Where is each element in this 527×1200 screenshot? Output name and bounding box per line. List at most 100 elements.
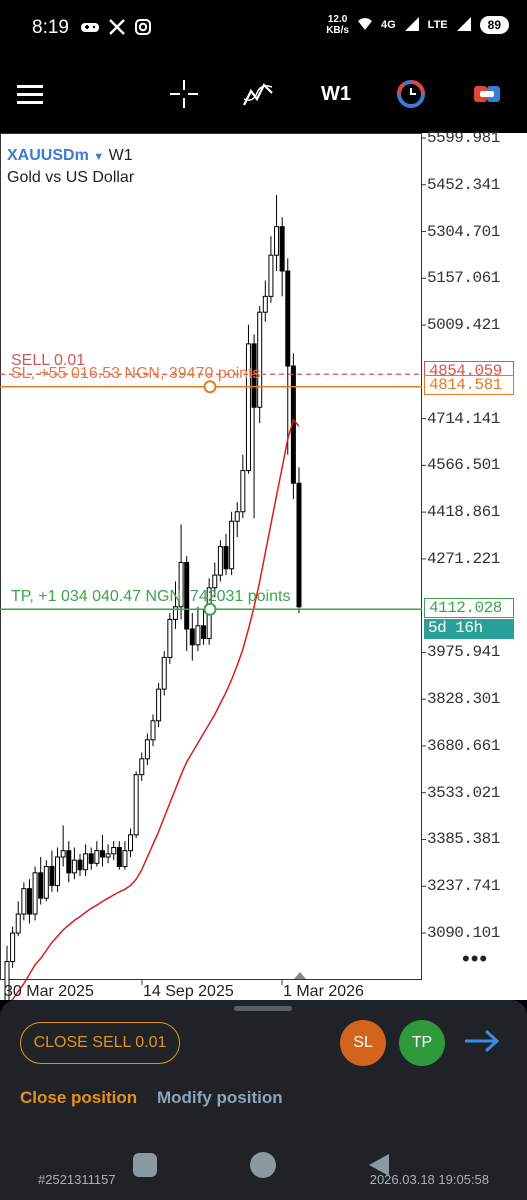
- price-level-label: 4714.141: [427, 409, 500, 428]
- indicators-button[interactable]: [240, 76, 276, 112]
- status-bar: 8:19 12.0 KB/s 4G LTE 89: [0, 0, 527, 58]
- price-level-label: 3533.021: [427, 783, 500, 802]
- candle-bearish: [201, 625, 207, 639]
- symbol-name[interactable]: XAUUSDm: [7, 147, 89, 164]
- candle-bullish: [172, 606, 178, 620]
- candle-bearish: [296, 482, 302, 608]
- price-level-label: 4566.501: [427, 456, 500, 475]
- candle-bullish: [43, 866, 49, 899]
- arrow-right-icon[interactable]: [462, 1026, 502, 1056]
- clock-icon: [397, 80, 425, 108]
- candle-bullish: [55, 856, 61, 887]
- tp-drag-handle: [203, 602, 217, 616]
- candle-bullish: [144, 739, 150, 760]
- gamepad-icon: [80, 18, 100, 41]
- status-right: 12.0 KB/s 4G LTE 89: [326, 14, 509, 36]
- clock-button[interactable]: [393, 76, 429, 112]
- menu-button[interactable]: [12, 76, 48, 112]
- battery-indicator: 89: [479, 16, 509, 34]
- sl-line-label[interactable]: SL, +55 016.53 NGN, 39470 points: [11, 365, 261, 382]
- candle-bullish: [32, 872, 38, 915]
- trade-button[interactable]: [469, 76, 505, 112]
- tab-modify-position[interactable]: Modify position: [157, 1088, 283, 1107]
- more-options-button[interactable]: •••: [462, 946, 489, 971]
- candle-bullish: [133, 774, 139, 836]
- position-timestamp: 2026.03.18 19:05:58: [369, 1172, 489, 1187]
- price-level-label: 5304.701: [427, 222, 500, 241]
- candle-bearish: [184, 561, 190, 630]
- sl-price-tag: 4814.581: [424, 375, 514, 395]
- clock-time: 8:19: [32, 17, 69, 38]
- network-speed: 12.0 KB/s: [326, 14, 349, 36]
- date-label-2: 14 Sep 2025: [143, 983, 234, 1000]
- position-panel: CLOSE SELL 0.01 SL TP Close position Mod…: [0, 1000, 527, 1200]
- tp-button[interactable]: TP: [399, 1020, 445, 1066]
- network-type: 4G: [380, 19, 396, 31]
- current-bar-marker: [294, 972, 306, 979]
- candle-bullish: [139, 758, 145, 776]
- wifi-icon: [357, 16, 373, 35]
- candle-bullish: [15, 913, 21, 934]
- drag-handle[interactable]: [234, 1006, 292, 1011]
- price-level-label: 4418.861: [427, 503, 500, 522]
- candle-bearish: [223, 546, 229, 570]
- candle-bullish: [10, 932, 16, 963]
- candle-bullish: [229, 520, 235, 570]
- position-ticket: #2521311157: [38, 1172, 116, 1187]
- symbol-description: Gold vs US Dollar: [7, 169, 135, 186]
- candle-bullish: [71, 859, 77, 874]
- tab-close-position[interactable]: Close position: [20, 1088, 138, 1107]
- candle-bullish: [234, 511, 240, 522]
- candle-bullish: [60, 850, 66, 858]
- price-level-label: 3828.301: [427, 690, 500, 709]
- timeframe-button[interactable]: W1: [321, 82, 351, 105]
- candle-bullish: [4, 961, 10, 1000]
- price-level-label: 4271.221: [427, 549, 500, 568]
- candle-bullish: [178, 561, 184, 608]
- home-nav-icon[interactable]: [248, 1150, 278, 1180]
- carrier-label: LTE: [427, 19, 448, 31]
- bar-countdown: 5d 16h: [424, 619, 514, 639]
- candle-bullish: [257, 311, 263, 408]
- candle-bullish: [128, 834, 134, 852]
- sl-button[interactable]: SL: [340, 1020, 386, 1066]
- menu-icon: [17, 85, 43, 104]
- candle-bearish: [285, 270, 291, 367]
- candle-bearish: [279, 226, 285, 272]
- dropdown-icon[interactable]: ▼: [93, 151, 105, 163]
- x-icon: [108, 18, 126, 41]
- price-level-label: 3385.381: [427, 830, 500, 849]
- trade-icon: [474, 86, 500, 102]
- candle-bullish: [150, 720, 156, 741]
- notification-icons: [80, 18, 152, 41]
- price-level-label: 5157.061: [427, 269, 500, 288]
- signal-icon-2: [456, 16, 472, 35]
- symbol-header[interactable]: XAUUSDm ▼ W1: [7, 147, 133, 165]
- tp-price-tag: 4112.028: [424, 598, 514, 618]
- candle-bearish: [251, 343, 257, 408]
- symbol-timeframe: W1: [108, 147, 133, 164]
- sell-line-label[interactable]: SELL 0.01: [11, 352, 86, 369]
- sl-drag-handle: [203, 380, 217, 394]
- chart-canvas[interactable]: [0, 133, 527, 1000]
- price-level-label: 5599.981: [427, 129, 500, 147]
- price-chart[interactable]: XAUUSDm ▼ W1 Gold vs US Dollar 5599.981 5…: [0, 129, 527, 1000]
- close-sell-button[interactable]: CLOSE SELL 0.01: [20, 1022, 180, 1064]
- back-nav-icon[interactable]: [363, 1150, 393, 1180]
- candle-bullish: [268, 254, 274, 297]
- tp-line-label[interactable]: TP, +1 034 040.47 NGN, 742031 points: [11, 588, 291, 605]
- candle-bearish: [88, 853, 94, 864]
- candle-bearish: [99, 850, 105, 858]
- candle-bullish: [240, 470, 246, 513]
- moving-average-line: [11, 418, 300, 1000]
- crosshair-button[interactable]: [166, 76, 202, 112]
- recents-nav-icon[interactable]: [130, 1150, 160, 1180]
- candle-bullish: [105, 853, 111, 858]
- candle-bullish: [122, 850, 128, 868]
- candle-bullish: [212, 574, 218, 589]
- candle-bullish: [262, 295, 268, 313]
- price-level-label: 5009.421: [427, 316, 500, 335]
- price-level-label: 3680.661: [427, 736, 500, 755]
- candle-bullish: [21, 888, 27, 915]
- candle-bullish: [94, 850, 100, 864]
